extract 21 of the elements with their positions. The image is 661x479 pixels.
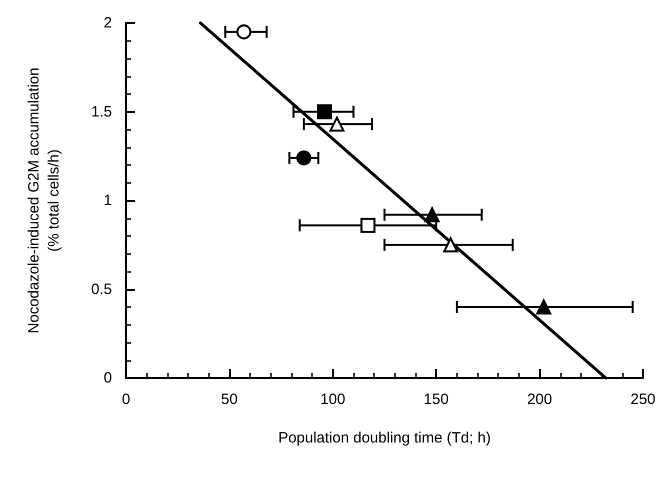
point bbox=[360, 218, 376, 233]
y-tick-label: 1.5 bbox=[91, 103, 112, 120]
point bbox=[536, 300, 552, 314]
y-axis-title: Nocodazole-induced G2M accumulation (% total cells/h) bbox=[26, 68, 62, 334]
x-tick-label: 200 bbox=[527, 391, 552, 408]
x-tick-label: 0 bbox=[122, 391, 130, 408]
x-tick-label: 150 bbox=[424, 391, 449, 408]
x-tick-label: 100 bbox=[320, 391, 346, 408]
point bbox=[317, 104, 332, 120]
point bbox=[296, 150, 312, 166]
x-tick-label: 50 bbox=[221, 391, 238, 408]
point bbox=[329, 116, 344, 132]
point bbox=[424, 207, 440, 222]
point bbox=[236, 24, 252, 40]
y-tick-label: 0.5 bbox=[91, 280, 112, 298]
y-tick-label: 1 bbox=[104, 192, 112, 209]
point bbox=[443, 237, 458, 252]
y-tick-label: 2 bbox=[104, 14, 112, 32]
x-tick-label: 250 bbox=[630, 391, 656, 408]
y-tick-label: 0 bbox=[104, 370, 112, 386]
x-axis-title: Population doubling time (Td; h) bbox=[278, 430, 491, 446]
